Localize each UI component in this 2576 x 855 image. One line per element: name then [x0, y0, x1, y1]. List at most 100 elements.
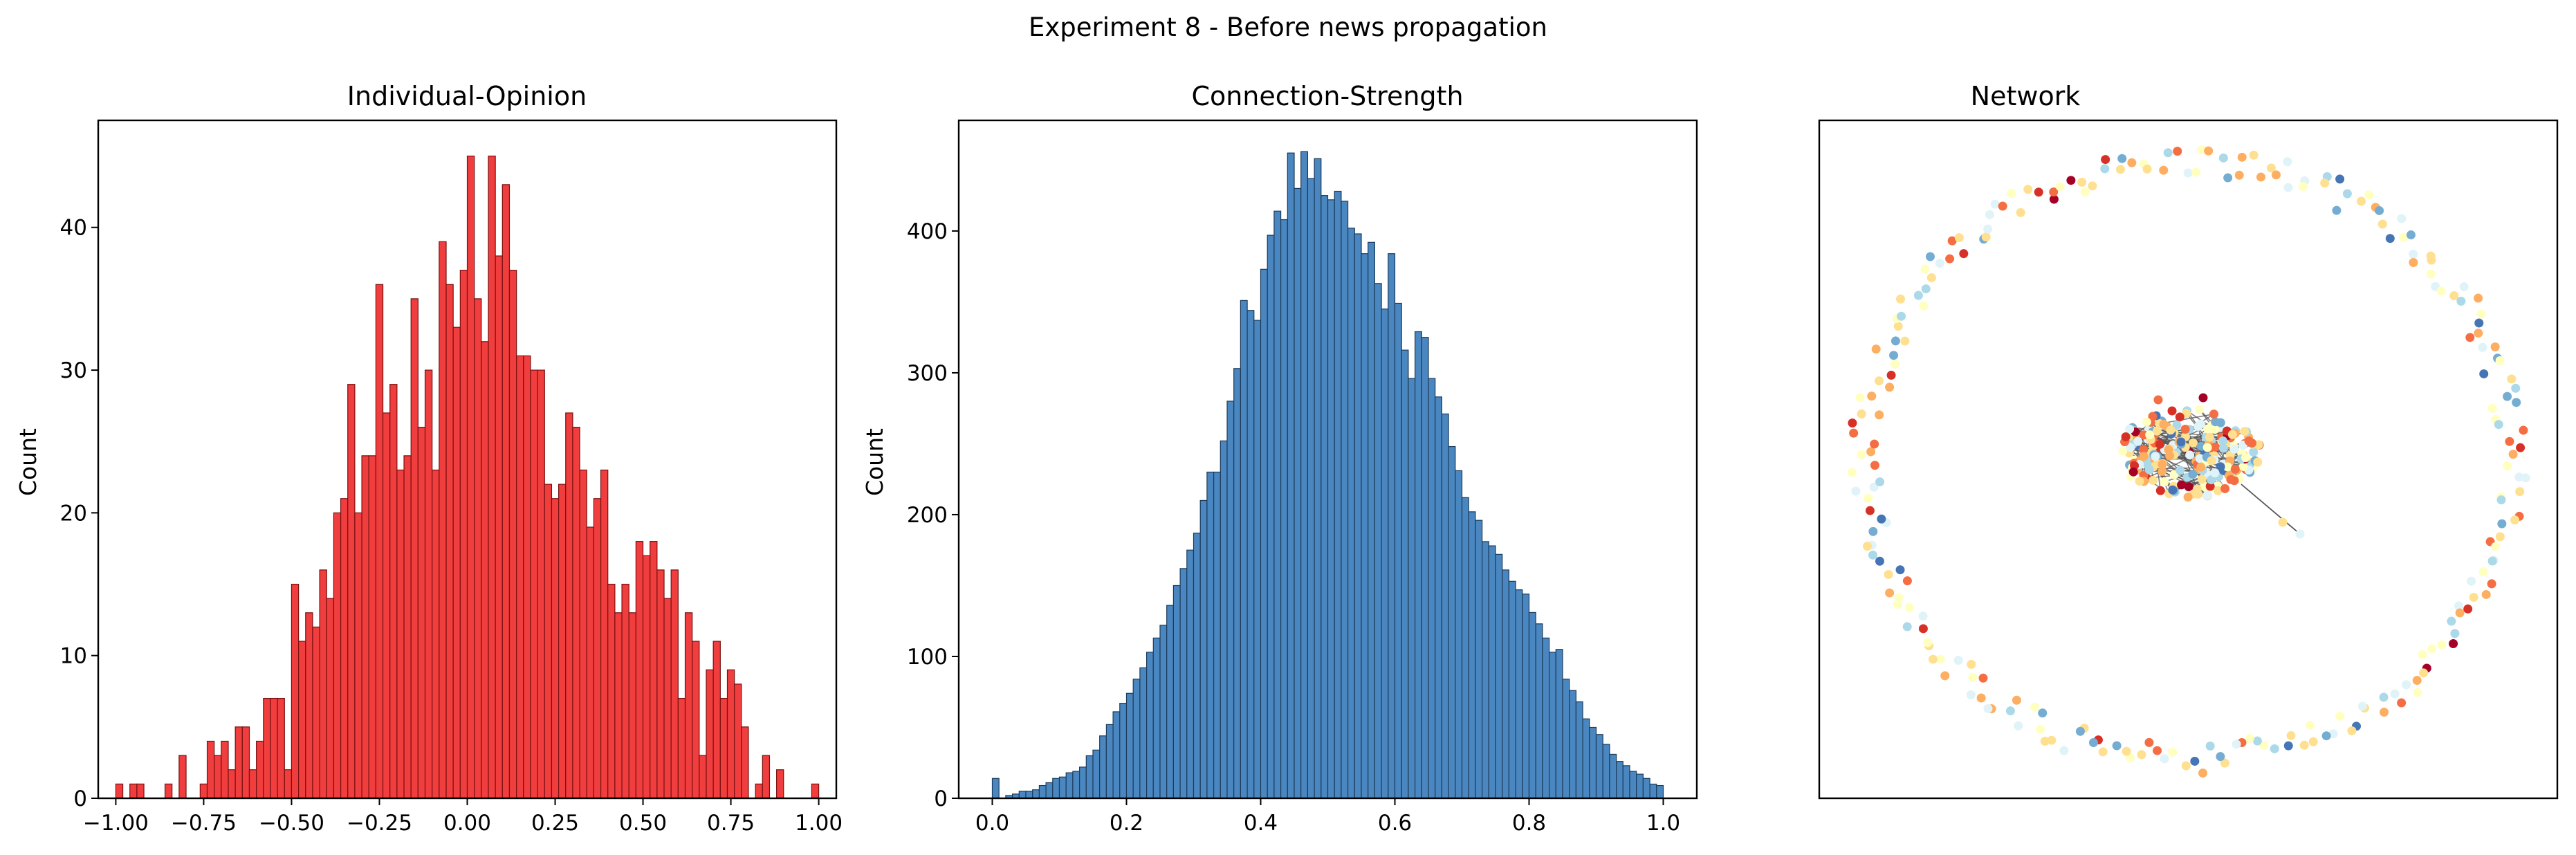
histogram-bar	[1045, 782, 1054, 799]
histogram-bar	[1495, 553, 1503, 799]
histogram-bar	[1233, 368, 1241, 799]
network-node	[2142, 164, 2152, 174]
histogram-bar	[1414, 331, 1422, 799]
network-node	[2189, 438, 2198, 448]
network-node	[1897, 311, 1906, 321]
histogram-bar	[410, 298, 418, 799]
network-node	[2503, 461, 2512, 470]
network-node	[2259, 740, 2269, 750]
histogram-bar	[1112, 711, 1121, 799]
network-node	[2164, 445, 2173, 454]
histogram-bar	[1072, 771, 1080, 799]
network-node	[2454, 601, 2463, 611]
network-node	[2128, 467, 2138, 477]
network-node	[2211, 417, 2220, 427]
network-node	[2478, 342, 2487, 352]
histogram-bar	[1575, 701, 1583, 799]
network-node	[2295, 529, 2305, 539]
network-node	[2216, 752, 2225, 762]
network-node	[2459, 282, 2469, 292]
histogram-bar	[1354, 233, 1362, 799]
network-node	[2397, 214, 2407, 223]
histogram-bar	[439, 241, 447, 799]
histogram-bar	[298, 641, 306, 799]
histogram-bar	[361, 455, 369, 799]
network-node	[1902, 622, 1912, 632]
network-node	[2229, 444, 2239, 454]
network-edge	[2132, 436, 2207, 445]
histogram-bar	[628, 612, 636, 799]
histogram-bar	[1508, 580, 1516, 799]
network-node	[1877, 514, 1886, 524]
network-node	[2252, 736, 2262, 746]
network-node	[1848, 418, 1857, 428]
network-node	[1893, 322, 1903, 331]
network-node	[2227, 430, 2237, 439]
network-node	[1925, 252, 1935, 261]
network-node	[1871, 344, 1881, 354]
histogram-bar	[991, 778, 1000, 799]
network-node	[2514, 472, 2524, 482]
histogram-bar	[1125, 692, 1134, 799]
histogram-bar	[586, 526, 595, 799]
histogram-bar	[1555, 649, 1563, 799]
histogram-bar	[1488, 545, 1496, 799]
histogram-bar	[319, 569, 327, 799]
histogram-bar	[389, 384, 398, 799]
histogram-bar	[1368, 241, 1375, 799]
histogram-bar	[726, 669, 735, 799]
histogram-bar	[1394, 302, 1402, 799]
network-node	[2066, 176, 2076, 185]
network-node	[2497, 519, 2507, 528]
network-node	[2159, 419, 2169, 429]
histogram-bar	[256, 740, 264, 799]
network-node	[1998, 201, 2007, 211]
histogram-bar	[1099, 735, 1107, 799]
histogram-bar	[1179, 568, 1188, 799]
histogram-bar	[1294, 187, 1302, 799]
network-node	[2196, 462, 2206, 472]
histogram-bar	[424, 369, 433, 799]
network-node	[2357, 701, 2367, 711]
network-node	[2256, 172, 2266, 182]
histogram-bar	[1193, 533, 1201, 799]
network-node	[1868, 526, 1878, 536]
histogram-bar	[635, 541, 644, 799]
histogram-bar	[1206, 471, 1215, 799]
network-node	[2101, 155, 2110, 165]
network-node	[2237, 152, 2247, 162]
histogram-bar	[1408, 378, 1416, 799]
network-node	[2406, 230, 2416, 240]
network-node	[2207, 456, 2216, 466]
histogram-bar	[1475, 520, 1483, 799]
histogram-bar	[1166, 605, 1174, 799]
network-node	[2380, 708, 2389, 717]
histogram-bar	[474, 298, 482, 799]
histogram-bar	[445, 284, 454, 799]
network-node	[2183, 168, 2193, 178]
histogram-bar	[776, 769, 784, 799]
network-node	[2216, 462, 2225, 472]
network-node	[2270, 744, 2279, 753]
histogram-bar	[1455, 470, 1463, 799]
network-node	[2160, 477, 2169, 486]
network-node	[2185, 450, 2195, 460]
network-node	[2272, 170, 2281, 180]
network-node	[1904, 603, 1914, 612]
histogram-bar	[129, 783, 138, 799]
histogram-bar	[1240, 300, 1248, 799]
histogram-bar	[1428, 378, 1436, 799]
network-node	[2249, 448, 2258, 457]
network-node	[2463, 604, 2473, 614]
network-node	[2510, 515, 2520, 525]
histogram-bar	[1569, 690, 1576, 799]
network-node	[2223, 173, 2233, 183]
histogram-bar	[164, 783, 173, 799]
network-node	[1983, 704, 1993, 713]
network-node	[1954, 233, 1964, 243]
network-node	[2112, 741, 2122, 751]
histogram-bar	[270, 697, 278, 799]
network-node	[1865, 506, 1875, 515]
panel-individual-opinion: Individual-Opinion Count 0 10 20 30 40 −1.00…	[15, 81, 843, 836]
histogram-bar	[699, 755, 707, 799]
